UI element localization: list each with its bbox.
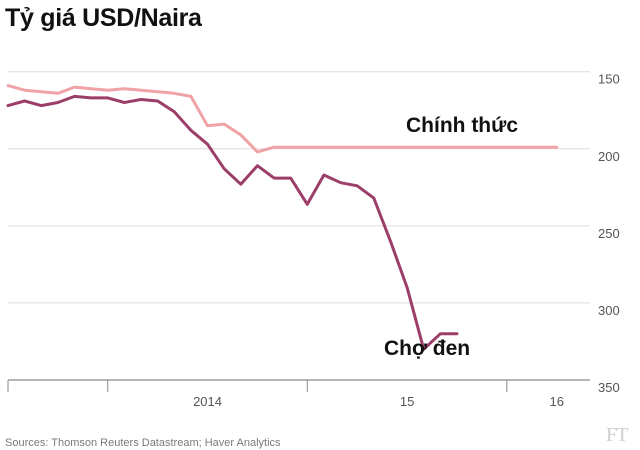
- annotation-official: Chính thức: [406, 114, 518, 137]
- series-annotations: Chính thức Chợ đen: [384, 114, 518, 360]
- annotation-black-market: Chợ đen: [384, 337, 470, 360]
- y-tick-label-150: 150: [598, 72, 620, 87]
- source-note: Sources: Thomson Reuters Datastream; Hav…: [5, 437, 281, 449]
- y-tick-label-350: 350: [598, 380, 620, 395]
- y-tick-label-200: 200: [598, 149, 620, 164]
- tick-labels: 150 200 250 300 350 2014 15 16: [193, 72, 620, 409]
- chart-title: Tỷ giá USD/Naira: [5, 4, 202, 32]
- x-tick-label-15: 15: [400, 394, 414, 409]
- series-lines: [6, 84, 559, 351]
- ft-logo: FT: [606, 424, 628, 446]
- y-tick-label-300: 300: [598, 303, 620, 318]
- x-tick-label-2014: 2014: [193, 394, 222, 409]
- grid-lines: [8, 71, 590, 381]
- x-tick-label-16: 16: [550, 394, 564, 409]
- x-axis: [7, 380, 508, 392]
- series-line-black-market: [6, 94, 459, 351]
- series-line-official: [6, 84, 559, 154]
- y-tick-label-250: 250: [598, 226, 620, 241]
